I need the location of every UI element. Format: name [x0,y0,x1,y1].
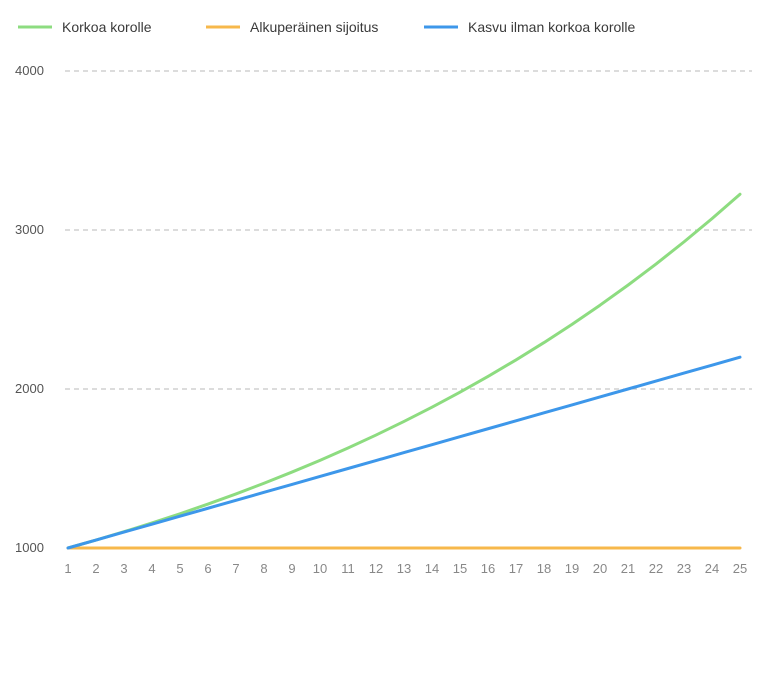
series-line-0 [66,192,742,550]
x-tick-label: 11 [341,561,355,576]
x-tick-label: 10 [313,561,327,576]
x-tick-label: 22 [649,561,663,576]
gridlines [65,70,752,390]
legend-label: Korkoa korolle [62,19,152,35]
series-lines [66,192,742,550]
x-tick-label: 19 [565,561,579,576]
x-tick-label: 17 [509,561,523,576]
y-tick-label: 2000 [15,381,44,396]
x-tick-label: 15 [453,561,467,576]
x-tick-label: 7 [232,561,239,576]
x-tick-label: 25 [733,561,747,576]
legend: Korkoa korolle Alkuperäinen sijoitus Kasvu… [18,19,636,35]
x-tick-label: 18 [537,561,551,576]
x-tick-label: 23 [677,561,691,576]
y-axis-ticks: 1000 2000 3000 4000 [15,63,44,555]
x-tick-label: 14 [425,561,439,576]
y-tick-label: 1000 [15,540,44,555]
x-tick-label: 1 [64,561,71,576]
x-tick-label: 5 [176,561,183,576]
x-tick-label: 3 [120,561,127,576]
x-tick-label: 24 [705,561,719,576]
series-line-2 [66,355,742,550]
x-tick-label: 21 [621,561,635,576]
x-tick-label: 9 [288,561,295,576]
legend-label: Alkuperäinen sijoitus [250,19,378,35]
x-tick-label: 2 [92,561,99,576]
legend-item[interactable]: Kasvu ilman korkoa korolle [424,19,636,35]
x-tick-label: 16 [481,561,495,576]
legend-item[interactable]: Alkuperäinen sijoitus [206,19,378,35]
y-tick-label: 3000 [15,222,44,237]
x-tick-label: 20 [593,561,607,576]
x-axis-ticks: 1 2 3 4 5 6 7 8 9 10 11 12 13 14 15 16 17 18 19 20 21 22 23 24 2… [64,561,747,576]
x-tick-label: 13 [397,561,411,576]
x-tick-label: 6 [204,561,211,576]
x-tick-label: 8 [260,561,267,576]
x-tick-label: 4 [148,561,155,576]
legend-label: Kasvu ilman korkoa korolle [468,19,636,35]
y-tick-label: 4000 [15,63,44,78]
legend-item[interactable]: Korkoa korolle [18,19,152,35]
x-tick-label: 12 [369,561,383,576]
